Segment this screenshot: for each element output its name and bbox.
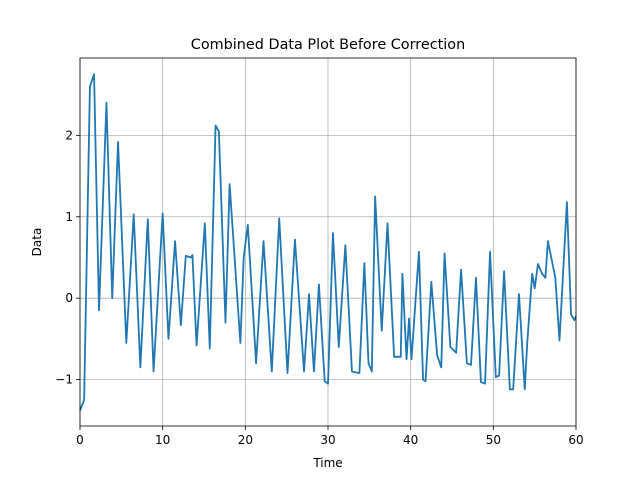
x-tick-label: 50 (486, 433, 501, 447)
x-tick-label: 40 (403, 433, 418, 447)
data-line (79, 73, 577, 411)
y-tick-label: 0 (65, 291, 73, 305)
x-tick-label: 0 (76, 433, 84, 447)
plot-frame (79, 57, 577, 427)
y-tick-label: 2 (65, 128, 73, 142)
x-tick-label: 10 (155, 433, 170, 447)
y-tick-label: 1 (65, 210, 73, 224)
y-axis-label: Data (30, 228, 44, 257)
x-tick-label: 30 (320, 433, 335, 447)
y-tick-label: −1 (55, 373, 73, 387)
x-axis-label: Time (312, 456, 342, 470)
x-tick-label: 20 (238, 433, 253, 447)
x-tick-label: 60 (568, 433, 583, 447)
chart-title: Combined Data Plot Before Correction (191, 37, 465, 53)
